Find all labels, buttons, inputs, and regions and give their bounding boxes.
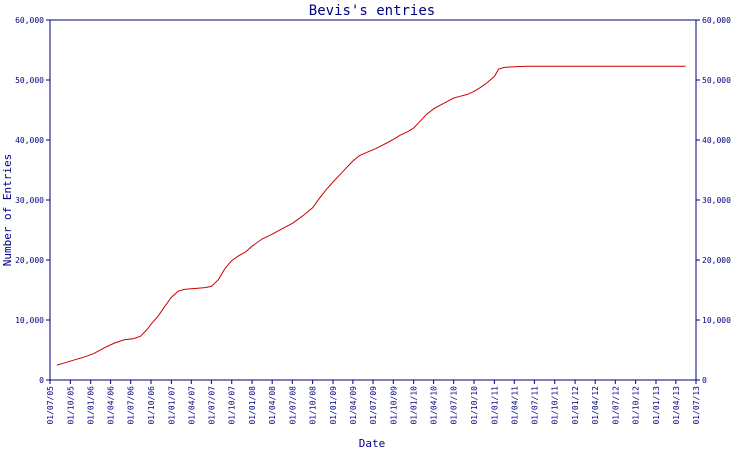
- plot-frame: [49, 19, 697, 381]
- x-tick-label: 01/01/13: [652, 386, 661, 425]
- x-tick-label: 01/07/07: [207, 386, 216, 425]
- x-tick-label: 01/04/06: [107, 386, 116, 425]
- x-tick-label: 01/07/06: [127, 386, 136, 425]
- x-tick-label: 01/10/10: [470, 386, 479, 425]
- x-tick-label: 01/01/07: [167, 386, 176, 425]
- x-tick-label: 01/07/08: [288, 386, 297, 425]
- y-tick-label-right: 60,000: [702, 16, 731, 25]
- x-tick-label: 01/04/10: [430, 386, 439, 425]
- y-tick-label-right: 30,000: [702, 196, 731, 205]
- y-tick-label-right: 50,000: [702, 76, 731, 85]
- x-tick-label: 01/10/11: [551, 386, 560, 425]
- y-tick-label-right: 40,000: [702, 136, 731, 145]
- y-tick-label-left: 40,000: [15, 136, 44, 145]
- x-tick-label: 01/04/08: [268, 386, 277, 425]
- x-tick-label: 01/10/05: [66, 386, 75, 425]
- x-tick-label: 01/01/09: [329, 386, 338, 425]
- x-tick-label: 01/04/09: [349, 386, 358, 425]
- x-tick-label: 01/07/09: [369, 386, 378, 425]
- plot-border: [49, 19, 697, 381]
- y-tick-label-left: 20,000: [15, 256, 44, 265]
- x-tick-label: 01/07/12: [611, 386, 620, 425]
- x-tick-label: 01/01/08: [248, 386, 257, 425]
- x-tick-label: 01/01/10: [410, 386, 419, 425]
- y-tick-label-left: 60,000: [15, 16, 44, 25]
- x-tick-label: 01/04/11: [510, 386, 519, 425]
- series-line-entries: [56, 65, 686, 366]
- chart-title: Bevis's entries: [309, 3, 435, 19]
- x-tick-label: 01/01/11: [490, 386, 499, 425]
- x-tick-label: 01/04/12: [591, 386, 600, 425]
- series-layer: [56, 65, 686, 366]
- x-tick-label: 01/04/13: [672, 386, 681, 425]
- y-tick-label-left: 50,000: [15, 76, 44, 85]
- y-tick-label-right: 10,000: [702, 316, 731, 325]
- x-tick-label: 01/01/06: [87, 386, 96, 425]
- y-axis-left: 0 10,000 20,000 30,000 40,000 50,000 60,000: [15, 16, 50, 385]
- y-tick-label-left: 0: [39, 376, 44, 385]
- y-tick-label-right: 20,000: [702, 256, 731, 265]
- x-tick-label: 01/07/11: [530, 386, 539, 425]
- x-axis-label: Date: [359, 437, 386, 450]
- x-axis: 01/07/05 01/10/05 01/01/06 01/04/06 01/07/06…: [46, 380, 701, 425]
- x-tick-label: 01/07/13: [692, 386, 701, 425]
- y-tick-label-right: 0: [702, 376, 707, 385]
- x-tick-label: 01/10/09: [389, 386, 398, 425]
- x-tick-label: 01/10/07: [228, 386, 237, 425]
- x-tick-label: 01/01/12: [571, 386, 580, 425]
- x-tick-label: 01/10/06: [147, 386, 156, 425]
- y-tick-label-left: 30,000: [15, 196, 44, 205]
- y-axis-right: 0 10,000 20,000 30,000 40,000 50,000 60,000: [696, 16, 731, 385]
- x-tick-label: 01/10/08: [309, 386, 318, 425]
- x-tick-label: 01/04/07: [187, 386, 196, 425]
- x-tick-label: 01/07/10: [450, 386, 459, 425]
- x-tick-label: 01/10/12: [632, 386, 641, 425]
- x-tick-label: 01/07/05: [46, 386, 55, 425]
- y-tick-label-left: 10,000: [15, 316, 44, 325]
- y-axis-label: Number of Entries: [1, 154, 14, 267]
